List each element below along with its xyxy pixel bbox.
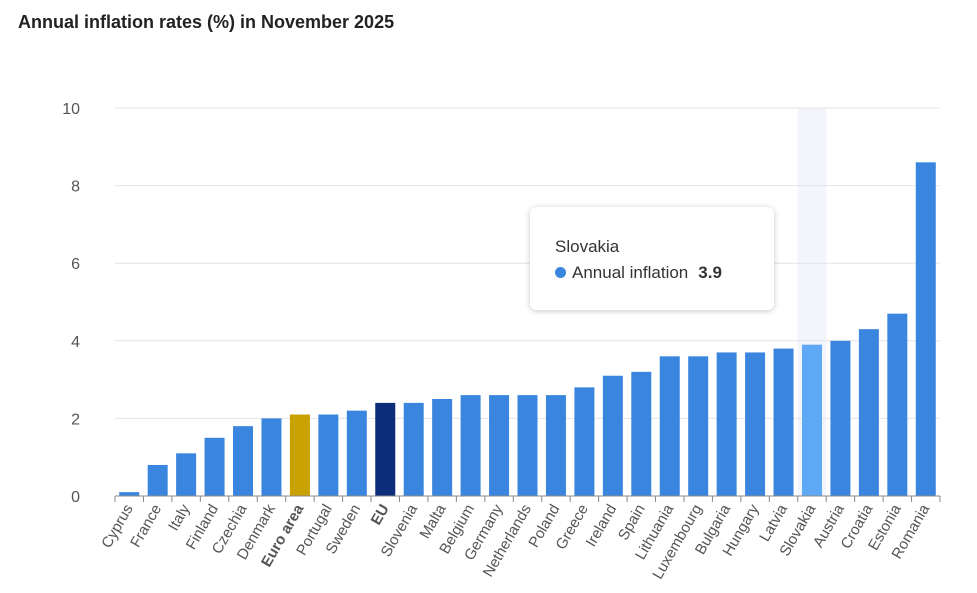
bar[interactable] — [318, 414, 339, 496]
bar[interactable] — [517, 395, 538, 496]
bar[interactable] — [204, 437, 225, 496]
series-dot-icon — [555, 267, 566, 278]
bar[interactable] — [545, 395, 566, 496]
bar[interactable] — [801, 344, 822, 496]
bar[interactable] — [659, 356, 680, 496]
tooltip-series: Annual inflation — [572, 263, 689, 282]
bar[interactable] — [346, 410, 367, 496]
bar[interactable] — [915, 162, 936, 496]
y-tick-label: 10 — [62, 101, 80, 118]
tooltip: Slovakia Annual inflation 3.9 — [530, 207, 774, 310]
y-tick-label: 2 — [71, 411, 80, 428]
bar[interactable] — [176, 453, 197, 496]
x-tick-label: EU — [368, 502, 393, 529]
y-tick-label: 4 — [71, 334, 80, 351]
bar[interactable] — [716, 352, 737, 496]
bar[interactable] — [119, 492, 140, 496]
bar[interactable] — [858, 329, 879, 496]
bar[interactable] — [688, 356, 709, 496]
bar[interactable] — [375, 402, 396, 496]
y-tick-label: 8 — [71, 179, 80, 196]
y-tick-label: 0 — [71, 489, 80, 506]
tooltip-row: Annual inflation 3.9 — [555, 263, 722, 283]
bar[interactable] — [631, 371, 652, 496]
bar[interactable] — [261, 418, 282, 496]
bar[interactable] — [574, 387, 595, 496]
bar[interactable] — [233, 426, 254, 496]
tooltip-value: 3.9 — [698, 263, 722, 282]
bar[interactable] — [432, 399, 453, 496]
tooltip-category: Slovakia — [555, 237, 620, 256]
chart-title: Annual inflation rates (%) in November 2… — [18, 12, 395, 32]
bar[interactable] — [403, 402, 424, 496]
bar[interactable] — [147, 464, 168, 496]
y-tick-label: 6 — [71, 256, 80, 273]
x-tick-label: Italy — [165, 501, 194, 534]
bar[interactable] — [289, 414, 310, 496]
bar[interactable] — [489, 395, 510, 496]
bar[interactable] — [887, 313, 908, 496]
bar[interactable] — [460, 395, 481, 496]
bar[interactable] — [602, 375, 623, 496]
bar[interactable] — [830, 340, 851, 496]
bar[interactable] — [773, 348, 794, 496]
bar[interactable] — [745, 352, 766, 496]
